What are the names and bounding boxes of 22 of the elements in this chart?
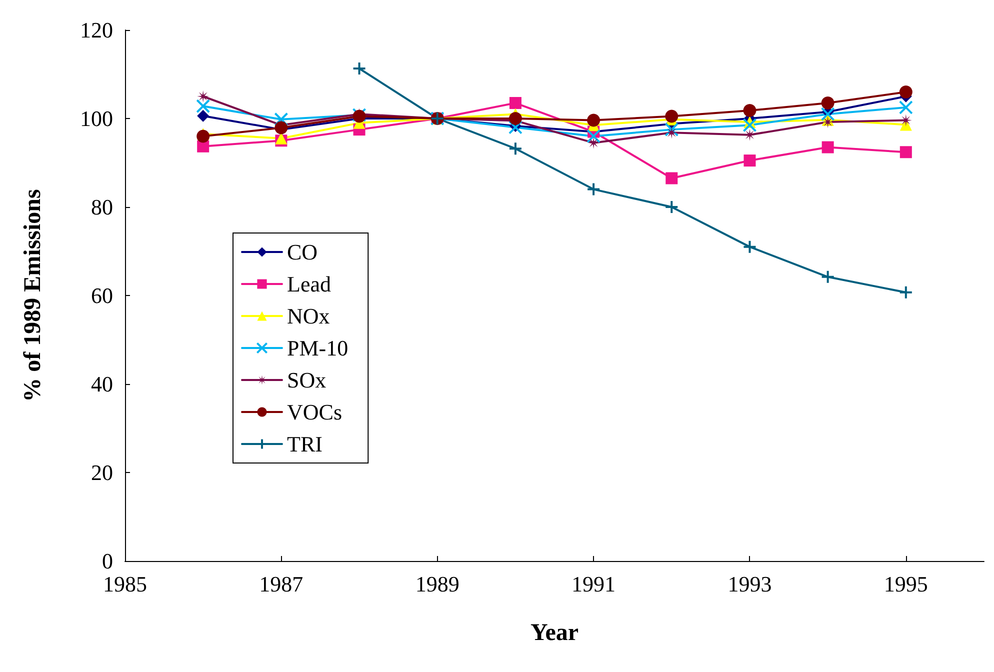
legend-label: SOx [287, 368, 326, 392]
x-tick-label: 1995 [884, 572, 928, 596]
legend-label: CO [287, 240, 318, 264]
x-axis-title: Year [530, 620, 579, 646]
y-tick-label: 100 [80, 106, 113, 131]
x-tick-label: 1989 [415, 572, 460, 596]
y-axis-title: % of 1989 Emissions [20, 189, 46, 402]
y-tick-label: 0 [102, 548, 113, 574]
y-tick-label: 20 [91, 460, 113, 485]
legend-label: VOCs [287, 400, 342, 424]
y-tick-label: 60 [91, 283, 113, 308]
y-tick-label: 120 [80, 18, 113, 42]
x-tick-label: 1993 [728, 572, 772, 596]
legend-label: Lead [287, 272, 331, 296]
x-tick-label: 1985 [103, 572, 147, 596]
legend-label: TRI [287, 432, 322, 456]
x-tick-label: 1987 [259, 572, 304, 596]
legend-label: NOx [287, 304, 330, 328]
y-tick-label: 40 [91, 372, 113, 396]
legend-label: PM-10 [287, 336, 348, 360]
x-tick-label: 1991 [572, 572, 616, 596]
y-tick-label: 80 [91, 194, 113, 220]
